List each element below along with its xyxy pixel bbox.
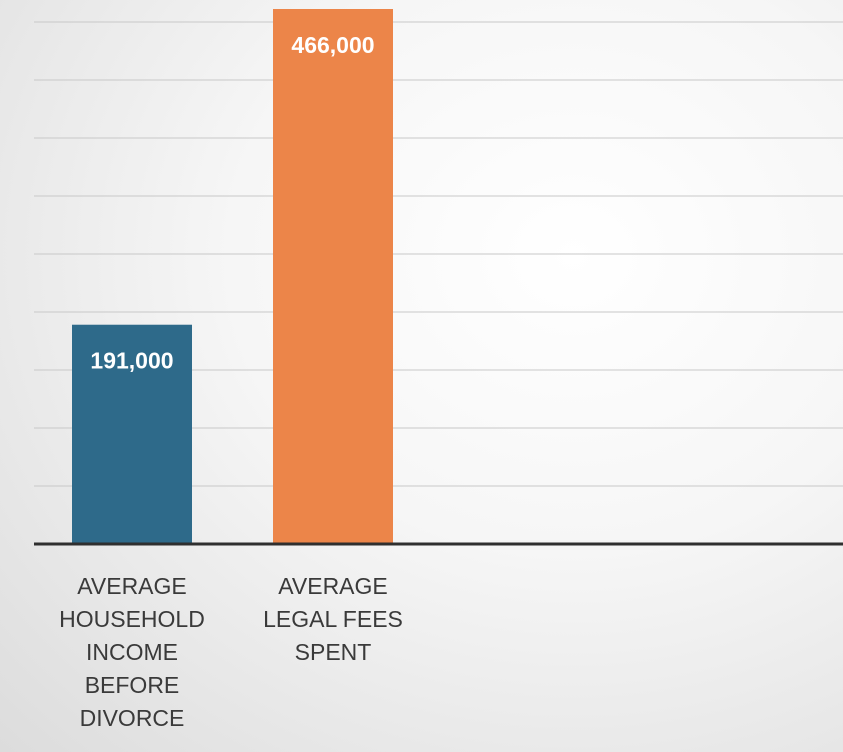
data-label: 191,000 [90, 348, 173, 374]
bars [72, 9, 393, 544]
data-label: 466,000 [291, 32, 374, 58]
category-labels: AVERAGE HOUSEHOLD INCOME BEFORE DIVORCE AVERA… [59, 573, 403, 731]
category-label: DIVORCE [80, 705, 185, 731]
category-label: HOUSEHOLD [59, 606, 205, 632]
bar [273, 9, 393, 544]
category-label: SPENT [295, 639, 372, 665]
category-label: AVERAGE [278, 573, 388, 599]
category-label: INCOME [86, 639, 178, 665]
data-labels: 191,000 466,000 [90, 32, 374, 374]
bar [72, 324, 192, 544]
category-label: AVERAGE [77, 573, 187, 599]
category-label: BEFORE [85, 672, 180, 698]
category-label: LEGAL FEES [263, 606, 403, 632]
